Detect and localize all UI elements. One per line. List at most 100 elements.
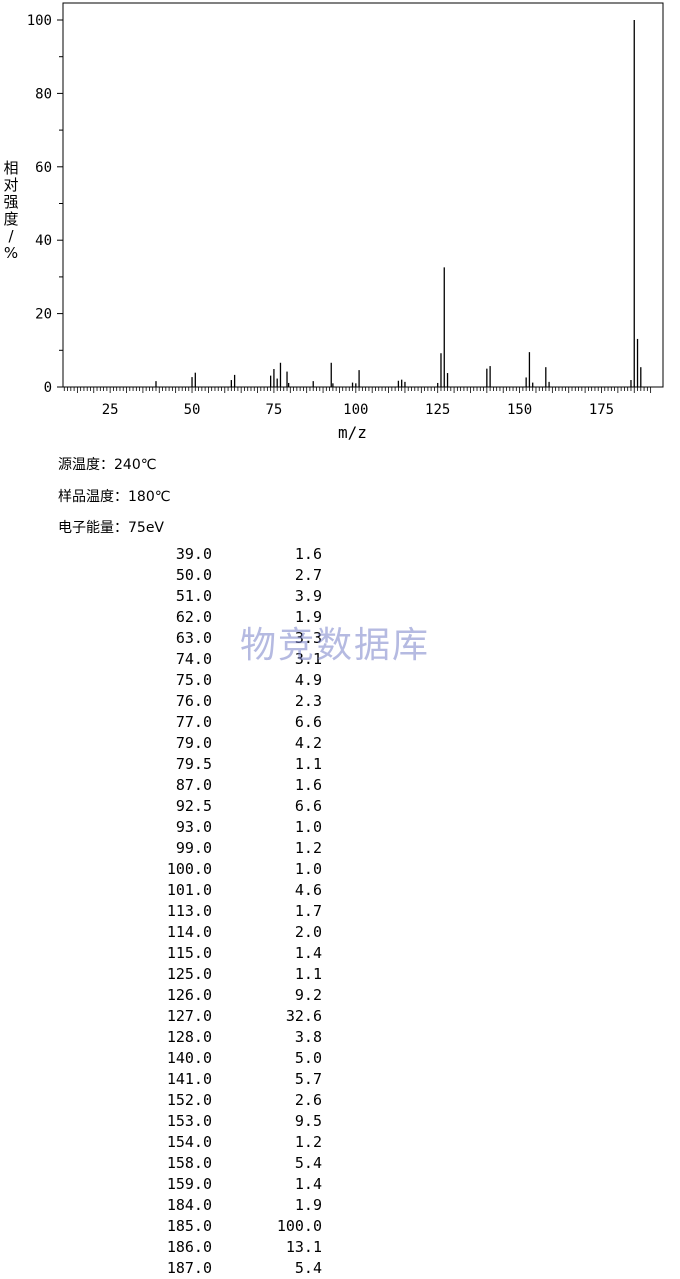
peak-abundance: 5.7 [294,1070,322,1088]
sample-temperature: 样品温度：180℃ [58,489,171,505]
peak-abundance: 5.0 [294,1049,322,1067]
peak-mz: 62.0 [175,608,212,626]
x-tick-label: 50 [184,402,201,418]
y-tick-label: 80 [35,86,52,102]
peak-row: 186.0 13.1 [0,1237,340,1258]
mass-spectrum-chart: 25 50 75 100 125 150 175 0 20 40 60 80 100 [27,2,664,418]
peak-abundance: 4.9 [294,671,322,689]
peak-mz: 186.0 [166,1238,212,1256]
peak-abundance: 5.4 [294,1259,322,1277]
peak-mz: 184.0 [166,1196,212,1214]
peak-row: 127.0 32.6 [0,1006,340,1027]
peak-mz: 154.0 [166,1133,212,1151]
watermark: 物竞数据库 [240,625,431,666]
peak-abundance: 1.1 [294,755,322,773]
peak-table: 39.0 1.6 50.0 2.7 51.0 3.9 62.0 1.9 63.0 3.3 74.0 3… [0,544,340,1279]
peak-abundance: 1.4 [294,1175,322,1193]
peak-mz: 50.0 [175,566,212,584]
peak-abundance: 3.1 [294,650,322,668]
peak-mz: 93.0 [175,818,212,836]
peak-mz: 75.0 [175,671,212,689]
peak-row: 75.0 4.9 [0,670,340,691]
peak-row: 63.0 3.3 [0,628,340,649]
x-tick-label: 175 [589,402,614,418]
peak-abundance: 6.6 [294,713,322,731]
peak-mz: 92.5 [175,797,212,815]
peak-abundance: 100.0 [276,1217,322,1235]
y-axis-label: 相对强度 /% [2,160,20,262]
peak-abundance: 2.6 [294,1091,322,1109]
peak-mz: 79.5 [175,755,212,773]
peak-row: 158.0 5.4 [0,1153,340,1174]
peak-row: 184.0 1.9 [0,1195,340,1216]
y-axis-label-char: 相 [3,159,19,177]
peak-abundance: 4.6 [294,881,322,899]
peak-abundance: 9.2 [294,986,322,1004]
peak-row: 50.0 2.7 [0,565,340,586]
peak-row: 153.0 9.5 [0,1111,340,1132]
peak-abundance: 13.1 [285,1238,322,1256]
peak-row: 141.0 5.7 [0,1069,340,1090]
peak-row: 79.0 4.2 [0,733,340,754]
peak-mz: 114.0 [166,923,212,941]
peak-mz: 76.0 [175,692,212,710]
peak-mz: 79.0 [175,734,212,752]
peak-mz: 153.0 [166,1112,212,1130]
peak-abundance: 3.9 [294,587,322,605]
peak-row: 185.0 100.0 [0,1216,340,1237]
peak-abundance: 1.2 [294,839,322,857]
peak-row: 62.0 1.9 [0,607,340,628]
peak-mz: 99.0 [175,839,212,857]
peak-row: 100.0 1.0 [0,859,340,880]
plot-frame [62,2,664,388]
peak-abundance: 4.2 [294,734,322,752]
peak-row: 113.0 1.7 [0,901,340,922]
peak-abundance: 1.6 [294,545,322,563]
y-axis-label-char: 对 [3,176,19,194]
peak-abundance: 3.8 [294,1028,322,1046]
peak-mz: 100.0 [166,860,212,878]
peak-abundance: 2.0 [294,923,322,941]
peak-row: 92.5 6.6 [0,796,340,817]
y-axis-label-char: 强 [3,193,19,211]
y-tick-label: 40 [35,233,52,249]
peak-mz: 127.0 [166,1007,212,1025]
peak-abundance: 5.4 [294,1154,322,1172]
peak-abundance: 2.7 [294,566,322,584]
peak-abundance: 32.6 [285,1007,322,1025]
peak-abundance: 1.4 [294,944,322,962]
peak-abundance: 1.9 [294,1196,322,1214]
peak-row: 76.0 2.3 [0,691,340,712]
electron-energy: 电子能量：75eV [58,520,165,536]
x-tick-label: 75 [265,402,282,418]
peak-row: 126.0 9.2 [0,985,340,1006]
peak-mz: 74.0 [175,650,212,668]
peak-abundance: 1.2 [294,1133,322,1151]
peak-row: 77.0 6.6 [0,712,340,733]
y-tick-label: 100 [27,13,52,29]
peak-mz: 63.0 [175,629,212,647]
peak-mz: 115.0 [166,944,212,962]
peak-mz: 101.0 [166,881,212,899]
peak-mz: 159.0 [166,1175,212,1193]
x-tick-label: 125 [425,402,450,418]
peak-mz: 126.0 [166,986,212,1004]
peak-mz: 140.0 [166,1049,212,1067]
peak-row: 79.5 1.1 [0,754,340,775]
peak-mz: 152.0 [166,1091,212,1109]
peak-abundance: 9.5 [294,1112,322,1130]
x-axis-label: m/z [338,423,367,442]
peak-abundance: 1.1 [294,965,322,983]
peak-row: 154.0 1.2 [0,1132,340,1153]
peak-row: 93.0 1.0 [0,817,340,838]
peak-mz: 187.0 [166,1259,212,1277]
peak-abundance: 1.0 [294,860,322,878]
peak-row: 187.0 5.4 [0,1258,340,1279]
peak-row: 101.0 4.6 [0,880,340,901]
peak-row: 74.0 3.1 [0,649,340,670]
peak-mz: 158.0 [166,1154,212,1172]
x-tick-label: 100 [343,402,368,418]
peak-mz: 39.0 [175,545,212,563]
x-tick-label: 25 [102,402,119,418]
peak-mz: 128.0 [166,1028,212,1046]
